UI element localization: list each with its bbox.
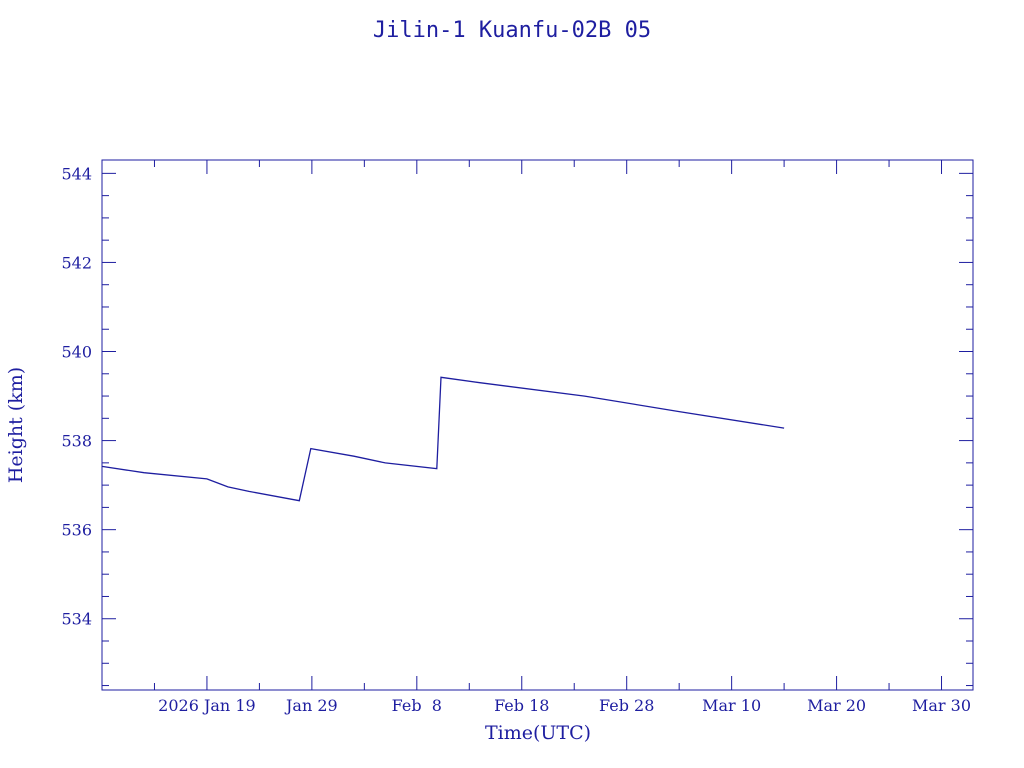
x-tick-label: Mar 10: [702, 696, 761, 715]
y-tick-label: 542: [61, 253, 92, 272]
x-tick-label: Feb 8: [392, 696, 442, 715]
x-axis-title: Time(UTC): [485, 722, 591, 744]
x-axis: 2026 Jan 19 Jan 29 Feb 8 Feb 18 Feb 28 Mar 10…: [101, 160, 971, 715]
x-tick-label: Jan 29: [284, 696, 338, 715]
plot-frame: [101, 159, 974, 691]
y-tick-label: 540: [61, 343, 92, 362]
x-tick-label: Feb 28: [599, 696, 654, 715]
y-axis: 534 536 538 540 542 544: [61, 164, 973, 687]
y-axis-title: Height (km): [5, 367, 27, 483]
chart-title: Jilin-1 Kuanfu-02B 05: [373, 18, 651, 43]
y-tick-label: 538: [61, 432, 92, 451]
x-tick-label: 2026 Jan 19: [158, 696, 256, 715]
y-tick-label: 544: [61, 164, 92, 183]
x-tick-label: Mar 30: [912, 696, 971, 715]
y-tick-label: 534: [61, 610, 92, 629]
series-line: [101, 376, 785, 502]
y-tick-label: 536: [61, 521, 92, 540]
x-tick-label: Mar 20: [807, 696, 866, 715]
x-tick-label: Feb 18: [494, 696, 549, 715]
